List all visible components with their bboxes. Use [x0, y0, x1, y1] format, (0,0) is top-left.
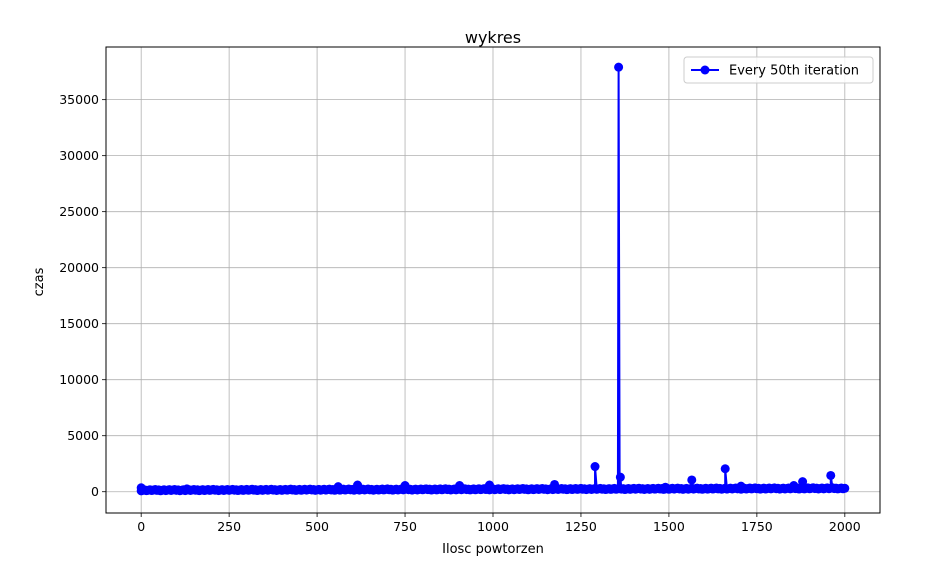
x-tick-label: 250: [217, 519, 241, 534]
data-point: [614, 62, 624, 72]
x-tick-label: 1750: [741, 519, 773, 534]
y-tick-label: 5000: [67, 428, 99, 443]
data-point: [615, 472, 625, 482]
legend-box: [683, 56, 874, 84]
y-axis-title: czas: [32, 267, 47, 296]
y-tick-label: 25000: [59, 204, 99, 219]
series-layer: [136, 62, 850, 496]
ticks: 0 250 500 750 1000 1250 1500 1750 20000500010000…: [59, 92, 861, 534]
data-point: [840, 483, 850, 493]
y-tick-label: 10000: [59, 372, 99, 387]
x-axis-title: Ilosc powtorzen: [442, 542, 544, 557]
legend: Every 50th iteration: [683, 56, 874, 84]
y-tick-label: 20000: [59, 260, 99, 275]
x-tick-label: 1250: [565, 519, 597, 534]
y-tick-label: 0: [91, 484, 99, 499]
data-point: [798, 477, 808, 487]
data-point: [687, 475, 697, 485]
data-point: [720, 464, 730, 474]
y-tick-label: 15000: [59, 316, 99, 331]
x-tick-label: 500: [305, 519, 329, 534]
x-tick-label: 1000: [477, 519, 509, 534]
legend-marker-swatch: [700, 65, 710, 75]
y-tick-label: 35000: [59, 92, 99, 107]
x-tick-label: 750: [393, 519, 417, 534]
x-tick-label: 1500: [653, 519, 685, 534]
y-tick-label: 30000: [59, 148, 99, 163]
x-tick-label: 0: [137, 519, 145, 534]
data-point: [826, 470, 836, 480]
chart-title: wykres: [465, 28, 521, 47]
x-tick-label: 2000: [829, 519, 861, 534]
data-point: [590, 462, 600, 472]
legend-label: Every 50th iteration: [729, 64, 859, 79]
